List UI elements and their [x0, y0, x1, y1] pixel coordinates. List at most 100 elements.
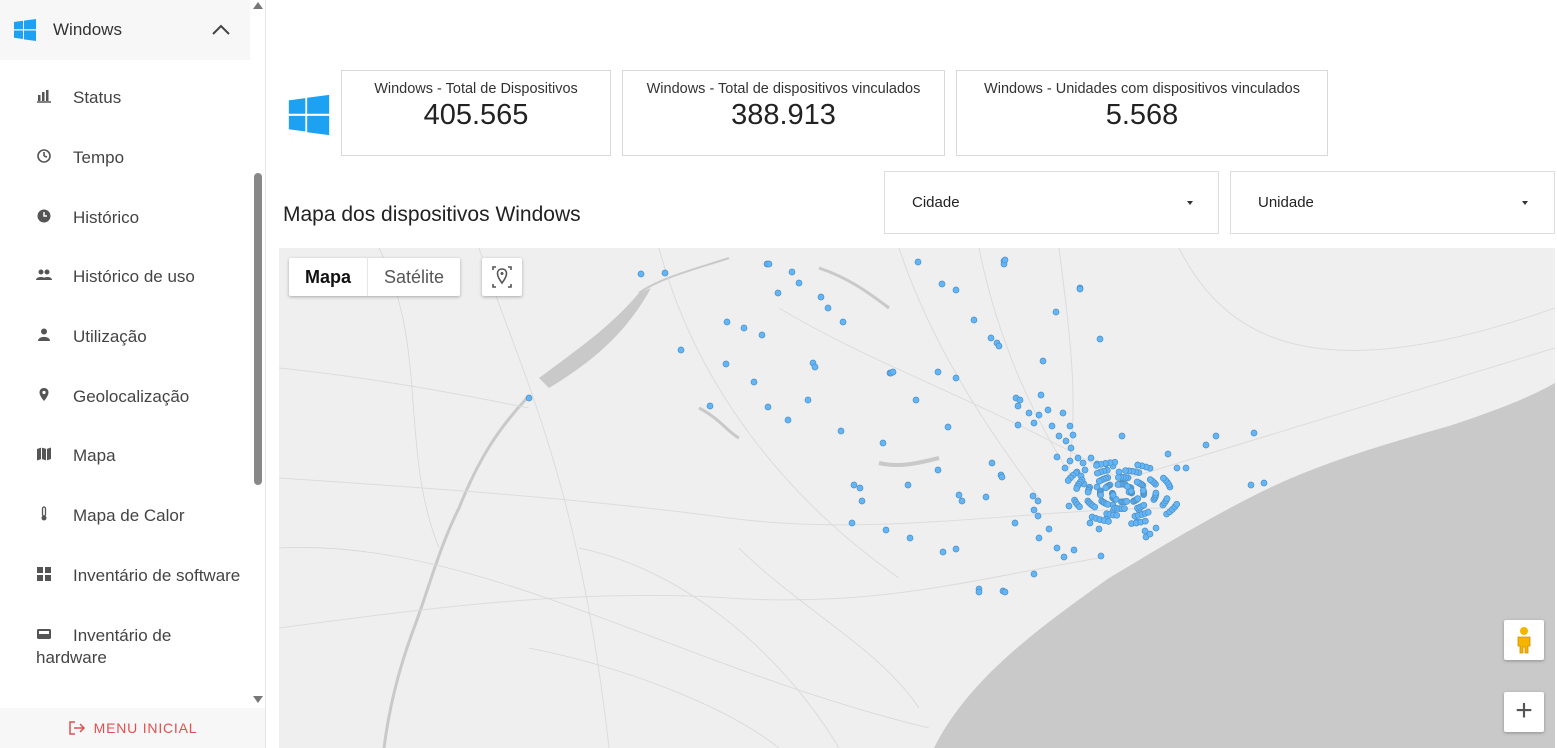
device-marker[interactable]	[1097, 491, 1104, 499]
device-marker[interactable]	[758, 331, 766, 339]
scrollbar-thumb[interactable]	[254, 173, 262, 485]
device-marker[interactable]	[1096, 335, 1104, 343]
device-marker[interactable]	[1073, 485, 1080, 492]
device-marker[interactable]	[837, 427, 845, 435]
device-marker[interactable]	[1035, 534, 1043, 542]
chevron-up-icon[interactable]	[208, 17, 234, 43]
device-marker[interactable]	[1247, 481, 1255, 489]
device-marker[interactable]	[1144, 508, 1152, 516]
device-marker[interactable]	[1030, 419, 1038, 427]
device-marker[interactable]	[1140, 501, 1148, 509]
device-marker[interactable]	[1014, 402, 1022, 410]
street-view-button[interactable]	[1504, 620, 1544, 660]
device-marker[interactable]	[1093, 469, 1101, 477]
device-marker[interactable]	[1102, 484, 1110, 492]
devices-map[interactable]: Mapa Satélite +	[279, 248, 1555, 748]
device-marker[interactable]	[1001, 256, 1009, 264]
device-marker[interactable]	[912, 396, 920, 404]
device-marker[interactable]	[1070, 546, 1078, 554]
device-marker[interactable]	[1001, 588, 1009, 596]
device-marker[interactable]	[784, 416, 792, 424]
map-type-satellite-button[interactable]: Satélite	[384, 267, 445, 287]
my-location-button[interactable]	[482, 258, 522, 296]
device-marker[interactable]	[998, 473, 1006, 481]
device-marker[interactable]	[879, 439, 887, 447]
device-marker[interactable]	[1123, 498, 1131, 505]
device-marker[interactable]	[1260, 479, 1268, 487]
device-marker[interactable]	[914, 258, 922, 266]
device-marker[interactable]	[1076, 503, 1083, 511]
main-menu-button[interactable]: MENU INICIAL	[0, 708, 265, 748]
device-marker[interactable]	[987, 334, 995, 342]
device-marker[interactable]	[934, 466, 942, 474]
device-marker[interactable]	[944, 423, 952, 431]
device-marker[interactable]	[1173, 464, 1181, 472]
device-marker[interactable]	[882, 526, 890, 534]
scroll-down-arrow-icon[interactable]	[253, 696, 263, 703]
sidebar-section-header[interactable]: Windows	[0, 0, 250, 60]
device-marker[interactable]	[1122, 467, 1129, 474]
device-marker[interactable]	[1011, 519, 1019, 527]
device-marker[interactable]	[1059, 409, 1067, 417]
device-marker[interactable]	[1060, 553, 1068, 561]
device-marker[interactable]	[1025, 409, 1033, 417]
device-marker[interactable]	[1141, 517, 1149, 525]
device-marker[interactable]	[952, 374, 960, 382]
device-marker[interactable]	[952, 286, 960, 294]
device-marker[interactable]	[1152, 524, 1160, 532]
device-marker[interactable]	[1069, 431, 1077, 439]
device-marker[interactable]	[765, 260, 773, 268]
device-marker[interactable]	[982, 493, 990, 501]
device-marker[interactable]	[740, 324, 748, 332]
device-marker[interactable]	[1173, 500, 1181, 508]
device-marker[interactable]	[1052, 308, 1060, 316]
device-marker[interactable]	[706, 402, 714, 410]
device-marker[interactable]	[1202, 441, 1210, 449]
device-marker[interactable]	[1212, 432, 1220, 440]
device-marker[interactable]	[839, 318, 847, 326]
device-marker[interactable]	[750, 378, 758, 386]
device-marker[interactable]	[1093, 462, 1100, 469]
device-marker[interactable]	[525, 394, 533, 402]
device-marker[interactable]	[934, 368, 942, 376]
device-marker[interactable]	[958, 497, 966, 505]
device-marker[interactable]	[1182, 464, 1190, 472]
device-marker[interactable]	[1066, 457, 1074, 465]
device-marker[interactable]	[975, 588, 983, 596]
device-marker[interactable]	[1076, 285, 1084, 293]
device-marker[interactable]	[1152, 489, 1160, 497]
device-marker[interactable]	[1097, 552, 1105, 560]
device-marker[interactable]	[1163, 495, 1171, 502]
device-marker[interactable]	[774, 289, 782, 297]
device-marker[interactable]	[1095, 525, 1103, 533]
device-marker[interactable]	[1061, 464, 1069, 472]
zoom-in-button[interactable]: +	[1504, 692, 1544, 732]
device-marker[interactable]	[1109, 491, 1117, 499]
device-marker[interactable]	[995, 342, 1003, 350]
device-marker[interactable]	[848, 519, 856, 527]
device-marker[interactable]	[722, 360, 730, 368]
scroll-up-arrow-icon[interactable]	[253, 2, 263, 9]
device-marker[interactable]	[1016, 396, 1024, 404]
device-marker[interactable]	[1029, 492, 1037, 500]
device-marker[interactable]	[1079, 459, 1087, 467]
device-marker[interactable]	[1081, 466, 1089, 474]
sidebar-scrollbar[interactable]	[251, 0, 265, 708]
sidebar-item-tempo[interactable]: Tempo	[0, 138, 250, 178]
device-marker[interactable]	[1091, 503, 1099, 511]
device-marker[interactable]	[677, 346, 685, 354]
device-marker[interactable]	[1118, 432, 1126, 440]
device-marker[interactable]	[1146, 530, 1154, 538]
sidebar-item-historico[interactable]: Histórico	[0, 198, 250, 238]
device-marker[interactable]	[1133, 478, 1141, 486]
device-marker[interactable]	[824, 304, 832, 312]
device-marker[interactable]	[1066, 422, 1074, 430]
device-marker[interactable]	[795, 279, 803, 287]
device-marker[interactable]	[970, 316, 978, 324]
device-marker[interactable]	[764, 403, 772, 411]
device-marker[interactable]	[955, 491, 963, 499]
device-marker[interactable]	[1146, 476, 1154, 483]
device-marker[interactable]	[938, 280, 946, 288]
unit-select[interactable]: Unidade	[1230, 171, 1555, 234]
device-marker[interactable]	[788, 268, 796, 276]
